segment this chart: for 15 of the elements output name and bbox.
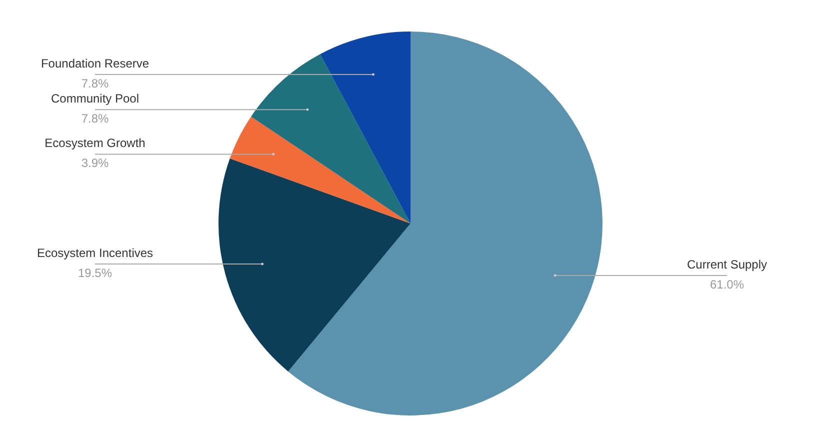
pie-slice <box>251 54 410 224</box>
slice-label: Current Supply <box>686 258 768 272</box>
pie-slice <box>230 116 410 224</box>
data-label: 7.8% <box>81 76 109 90</box>
pie-slice <box>288 32 602 416</box>
pie-slice <box>320 32 410 224</box>
slice-label: Foundation Reserve <box>40 56 150 70</box>
slice-label: Community Pool <box>50 92 140 106</box>
data-label: 61.0% <box>710 278 744 292</box>
slice-label: Ecosystem Growth <box>44 136 146 150</box>
data-label: 3.9% <box>81 156 109 170</box>
slice-label: Ecosystem Incentives <box>36 246 154 260</box>
data-label: 7.8% <box>81 112 109 126</box>
data-label: 19.5% <box>78 266 112 280</box>
pie-slice <box>218 158 410 372</box>
